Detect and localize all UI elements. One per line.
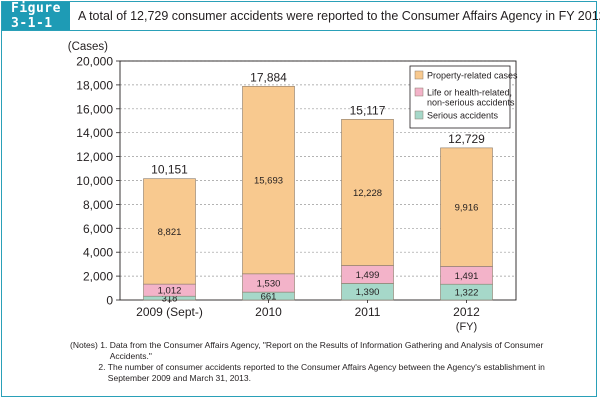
y-tick-label: 8,000	[83, 198, 113, 212]
legend-swatch	[414, 110, 424, 120]
segment-value-label: 318	[162, 294, 178, 305]
note-1-text: Data from the Consumer Affairs Agency, "…	[109, 340, 544, 361]
y-tick-label: 10,000	[76, 174, 113, 188]
note-2-lead: 2.	[70, 362, 108, 372]
segment-value-label: 1,012	[158, 286, 182, 297]
notes-block: (Notes) 1. Data from the Consumer Affair…	[70, 340, 570, 384]
legend-swatch	[414, 70, 424, 80]
y-tick-label: 20,000	[76, 55, 113, 69]
bar-segment	[341, 119, 394, 266]
y-tick-label: 0	[106, 294, 113, 308]
figure-header: Figure 3-1-1 A total of 12,729 consumer …	[2, 1, 600, 31]
segment-value-label: 1,491	[455, 271, 479, 282]
y-tick-label: 4,000	[83, 246, 113, 260]
note-1-lead: (Notes) 1.	[70, 340, 110, 350]
total-value-label: 17,884	[250, 70, 287, 84]
header-divider	[2, 30, 596, 31]
bar-segment	[440, 147, 493, 267]
x-axis-unit-label: (FY)	[456, 321, 477, 333]
y-tick-label: 2,000	[83, 270, 113, 284]
legend-label: Property-related cases	[427, 71, 518, 81]
figure-label: Figure 3-1-1	[2, 1, 70, 31]
segment-value-label: 1,499	[356, 270, 380, 281]
x-category-label: 2011	[355, 305, 381, 319]
note-1: (Notes) 1. Data from the Consumer Affair…	[70, 340, 570, 362]
bar-segment	[242, 85, 295, 275]
segment-value-label: 8,821	[158, 227, 182, 238]
legend-swatch	[414, 87, 424, 97]
note-2: 2. The number of consumer accidents repo…	[70, 362, 570, 384]
x-category-label: 2010	[255, 305, 282, 319]
segment-value-label: 9,916	[455, 203, 479, 214]
segment-value-label: 661	[261, 292, 277, 303]
legend-label: Serious accidents	[427, 111, 499, 121]
segment-value-label: 15,693	[254, 176, 283, 187]
segment-value-label: 1,390	[356, 287, 380, 298]
bar-segment	[143, 178, 196, 285]
total-value-label: 10,151	[151, 163, 188, 177]
y-tick-label: 16,000	[76, 102, 113, 116]
segment-value-label: 12,228	[353, 188, 382, 199]
y-tick-label: 14,000	[76, 126, 113, 140]
total-value-label: 15,117	[350, 103, 386, 117]
x-category-label: 2009 (Sept-)	[136, 305, 203, 319]
y-tick-label: 18,000	[76, 78, 113, 92]
segment-value-label: 1,322	[455, 288, 479, 299]
plot-area	[119, 60, 517, 301]
total-value-label: 12,729	[448, 132, 485, 146]
y-unit-label: (Cases)	[68, 41, 108, 53]
legend-label: Life or health-related,	[427, 88, 512, 98]
y-tick-label: 12,000	[76, 150, 113, 164]
legend-box	[409, 65, 511, 129]
figure-title: A total of 12,729 consumer accidents wer…	[77, 9, 600, 23]
y-tick-label: 6,000	[83, 222, 113, 236]
note-2-text: The number of consumer accidents reporte…	[107, 362, 545, 383]
legend-label: non-serious accidents	[427, 98, 515, 108]
x-category-label: 2012	[453, 305, 480, 319]
segment-value-label: 1,530	[257, 278, 281, 289]
